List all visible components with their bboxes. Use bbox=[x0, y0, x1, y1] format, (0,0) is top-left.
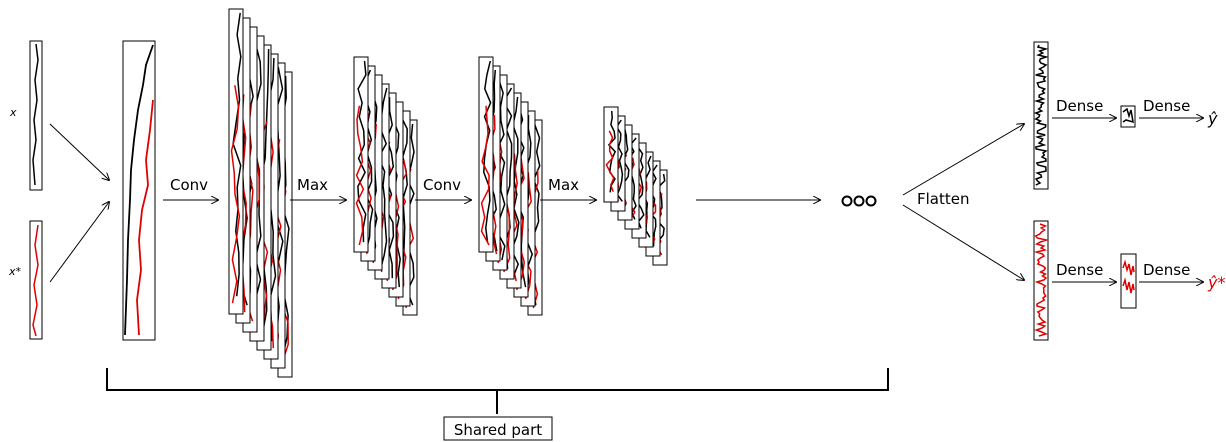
output-y-hat: ŷ bbox=[1207, 109, 1218, 128]
conv1-label: Conv bbox=[170, 176, 208, 194]
flatten-label: Flatten bbox=[917, 190, 970, 208]
dense-bottom-2-label: Dense bbox=[1143, 261, 1190, 279]
conv2-label: Conv bbox=[423, 176, 461, 194]
input-x-star-label: x* bbox=[8, 265, 22, 278]
feature-map-stack-3 bbox=[478, 56, 543, 316]
shared-part-label: Shared part bbox=[454, 421, 542, 439]
max1-label: Max bbox=[297, 176, 328, 194]
feature-map bbox=[603, 106, 619, 203]
arrow-x-to-merge bbox=[49, 123, 109, 180]
dense-top-1-label: Dense bbox=[1056, 97, 1103, 115]
feature-map bbox=[353, 56, 369, 253]
input-x-star-panel bbox=[29, 220, 43, 340]
flattened-vector-top bbox=[1033, 41, 1049, 190]
max2-label: Max bbox=[548, 176, 579, 194]
input-x-label: x bbox=[9, 106, 17, 119]
dense-top-2-label: Dense bbox=[1143, 97, 1190, 115]
more-layers-ellipsis bbox=[841, 195, 877, 207]
dense-hidden-bottom bbox=[1120, 253, 1137, 309]
feature-map-stack-4 bbox=[603, 106, 668, 266]
feature-map-stack-2 bbox=[353, 56, 418, 316]
dense-hidden-top bbox=[1120, 105, 1136, 128]
output-y-hat-star: ŷ* bbox=[1207, 273, 1225, 292]
input-x-panel bbox=[29, 40, 43, 191]
arrow-flatten-bottom bbox=[902, 204, 1024, 280]
feature-map-stack-1 bbox=[228, 8, 293, 378]
dense-bottom-1-label: Dense bbox=[1056, 261, 1103, 279]
flattened-vector-bottom bbox=[1033, 220, 1050, 341]
arrow-xstar-to-merge bbox=[49, 202, 109, 283]
feature-map bbox=[478, 56, 494, 253]
feature-map bbox=[228, 8, 244, 315]
arrow-flatten-top bbox=[902, 124, 1024, 196]
merged-input-panel bbox=[122, 40, 156, 341]
shared-part-bracket bbox=[106, 368, 889, 441]
